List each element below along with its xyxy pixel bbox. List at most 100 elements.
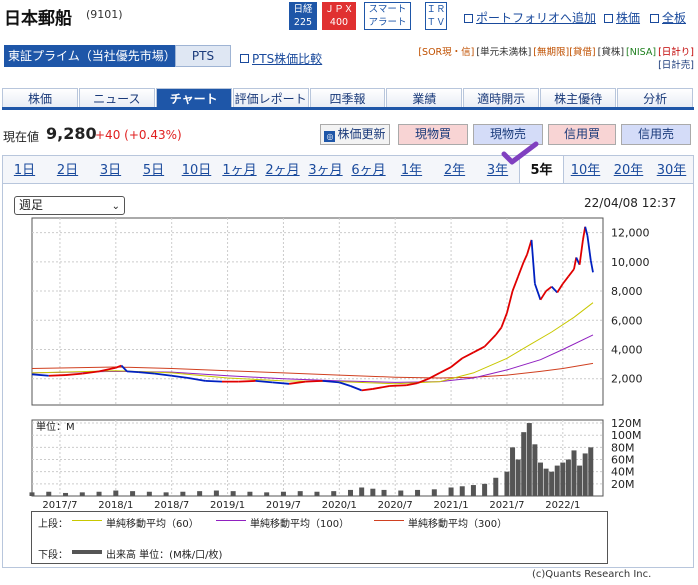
volume-bar xyxy=(565,459,571,496)
x-tick-label: 2021/7 xyxy=(489,500,524,511)
x-tick-label: 2018/1 xyxy=(98,500,133,511)
tab-analysis[interactable]: 分析 xyxy=(617,88,694,107)
jpx400-badge[interactable]: ＪＰＸ 400 xyxy=(322,2,356,30)
volume-bar xyxy=(331,491,337,496)
period-3y[interactable]: 3年 xyxy=(486,163,509,178)
price-plot-area xyxy=(31,217,604,406)
jpx-label: ＪＰＸ xyxy=(324,4,354,15)
volume-bar xyxy=(549,471,555,496)
interval-value: 週足 xyxy=(19,198,44,212)
price-tick-label: 12,000 xyxy=(611,227,650,240)
period-3d[interactable]: 3日 xyxy=(99,163,122,178)
tab-news[interactable]: ニュース xyxy=(78,88,155,107)
price-candle-segment xyxy=(361,388,373,392)
market-tab-primary[interactable]: 東証プライム（当社優先市場） xyxy=(4,45,176,67)
ma60-swatch xyxy=(72,520,102,521)
ir-line-2: ＴＶ xyxy=(426,17,446,28)
price-candle-segment xyxy=(389,384,407,387)
ir-tv-button[interactable]: ＩＲ ＴＶ xyxy=(425,2,447,30)
volume-tick-label: 80M xyxy=(611,441,635,454)
period-6m[interactable]: 6ヶ月 xyxy=(351,163,386,178)
smart-alert-button[interactable]: スマート アラート xyxy=(364,2,411,30)
legend-lower-label: 下段： xyxy=(38,550,68,561)
company-name: 日本郵船 xyxy=(4,9,72,29)
volume-bar xyxy=(359,487,365,496)
price-tick-label: 6,000 xyxy=(611,314,643,327)
period-selector: 1日 2日 3日 5日 10日 1ヶ月 2ヶ月 3ヶ月 6ヶ月 1年 2年 3年… xyxy=(2,155,694,184)
ma100-line xyxy=(31,334,594,383)
price-candle-segment xyxy=(534,283,542,301)
tab-shikiho[interactable]: 四季報 xyxy=(309,88,386,107)
price-candle-segment xyxy=(372,385,390,390)
period-2d[interactable]: 2日 xyxy=(56,163,79,178)
price-tick-label: 10,000 xyxy=(611,256,650,269)
price-candle-segment xyxy=(272,381,290,385)
volume-tick-label: 120M xyxy=(611,417,642,430)
period-10y[interactable]: 10年 xyxy=(570,163,601,178)
pts-compare-link[interactable]: PTS株価比較 xyxy=(240,50,322,67)
volume-bar xyxy=(532,444,538,496)
price-candle-segment xyxy=(473,345,486,354)
nikkei-number: 225 xyxy=(293,17,313,28)
tab-benefits[interactable]: 株主優待 xyxy=(540,88,617,107)
volume-bar xyxy=(515,459,521,496)
volume-bar xyxy=(130,491,136,496)
cash-buy-button[interactable]: 現物買 xyxy=(398,124,468,145)
nikkei225-badge[interactable]: 日経 225 xyxy=(289,2,317,30)
period-20y[interactable]: 20年 xyxy=(613,163,644,178)
tab-disclosure[interactable]: 適時開示 xyxy=(463,88,540,107)
period-1y[interactable]: 1年 xyxy=(400,163,423,178)
volume-tick-label: 100M xyxy=(611,429,642,442)
full-board-link[interactable]: 全板 xyxy=(650,9,686,26)
add-portfolio-link[interactable]: ポートフォリオへ追加 xyxy=(464,9,596,26)
period-1d[interactable]: 1日 xyxy=(13,163,36,178)
margin-buy-button[interactable]: 信用買 xyxy=(548,124,616,145)
price-candle-segment xyxy=(495,327,503,336)
alert-line-1: スマート xyxy=(368,4,407,15)
volume-bar xyxy=(588,447,594,496)
tab-price[interactable]: 株価 xyxy=(2,88,78,107)
period-2y[interactable]: 2年 xyxy=(443,163,466,178)
period-2m[interactable]: 2ヶ月 xyxy=(265,163,300,178)
x-tick-label: 2019/7 xyxy=(266,500,301,511)
price-candle-segment xyxy=(539,290,547,301)
nikkei-label: 日経 xyxy=(293,4,313,15)
margin-sell-button[interactable]: 信用売 xyxy=(621,124,691,145)
period-30y[interactable]: 30年 xyxy=(656,163,687,178)
full-board-label: 全板 xyxy=(662,11,687,25)
period-5y[interactable]: 5年 xyxy=(519,156,564,183)
chart-panel xyxy=(2,183,694,568)
tab-rating[interactable]: 評価レポート xyxy=(232,88,309,107)
trade-tags: [SOR現・信] [単元未満株] [無期限][貸借] [貸株] [NISA] [日計り] … xyxy=(360,46,694,72)
interval-select[interactable]: 週足 ⌄ xyxy=(14,196,125,215)
tab-chart[interactable]: チャート xyxy=(155,88,232,107)
board-icon xyxy=(650,14,659,23)
period-3m[interactable]: 3ヶ月 xyxy=(308,163,343,178)
volume-bar xyxy=(537,462,543,496)
market-tab-pts[interactable]: PTS xyxy=(175,45,231,67)
stock-price-link[interactable]: 株価 xyxy=(604,9,640,26)
volume-bar xyxy=(431,489,437,496)
volume-bar xyxy=(381,489,387,496)
refresh-price-button[interactable]: ◎ 株価更新 xyxy=(320,124,390,145)
price-candle-segment xyxy=(417,377,430,384)
legend-upper-label: 上段： xyxy=(38,519,68,530)
volume-bar xyxy=(29,492,35,496)
volume-bar xyxy=(448,487,454,496)
price-candle-segment xyxy=(288,380,306,385)
price-candle-segment xyxy=(188,377,206,382)
volume-bar xyxy=(314,491,320,496)
copyright: (c)Quants Research Inc. xyxy=(532,569,652,580)
cash-sell-button[interactable]: 現物売 xyxy=(473,124,543,145)
period-5d[interactable]: 5日 xyxy=(142,163,165,178)
period-10d[interactable]: 10日 xyxy=(181,163,212,178)
period-1m[interactable]: 1ヶ月 xyxy=(222,163,257,178)
add-portfolio-label: ポートフォリオへ追加 xyxy=(476,11,597,25)
price-candle-segment xyxy=(530,239,536,284)
x-tick-label: 2019/1 xyxy=(210,500,245,511)
checkmark-icon xyxy=(501,141,539,165)
tab-earnings[interactable]: 業績 xyxy=(386,88,463,107)
chart-timestamp: 22/04/08 12:37 xyxy=(584,196,677,210)
tag-daytrade-sell: [日計売] xyxy=(658,60,694,71)
volume-bar xyxy=(577,465,583,496)
